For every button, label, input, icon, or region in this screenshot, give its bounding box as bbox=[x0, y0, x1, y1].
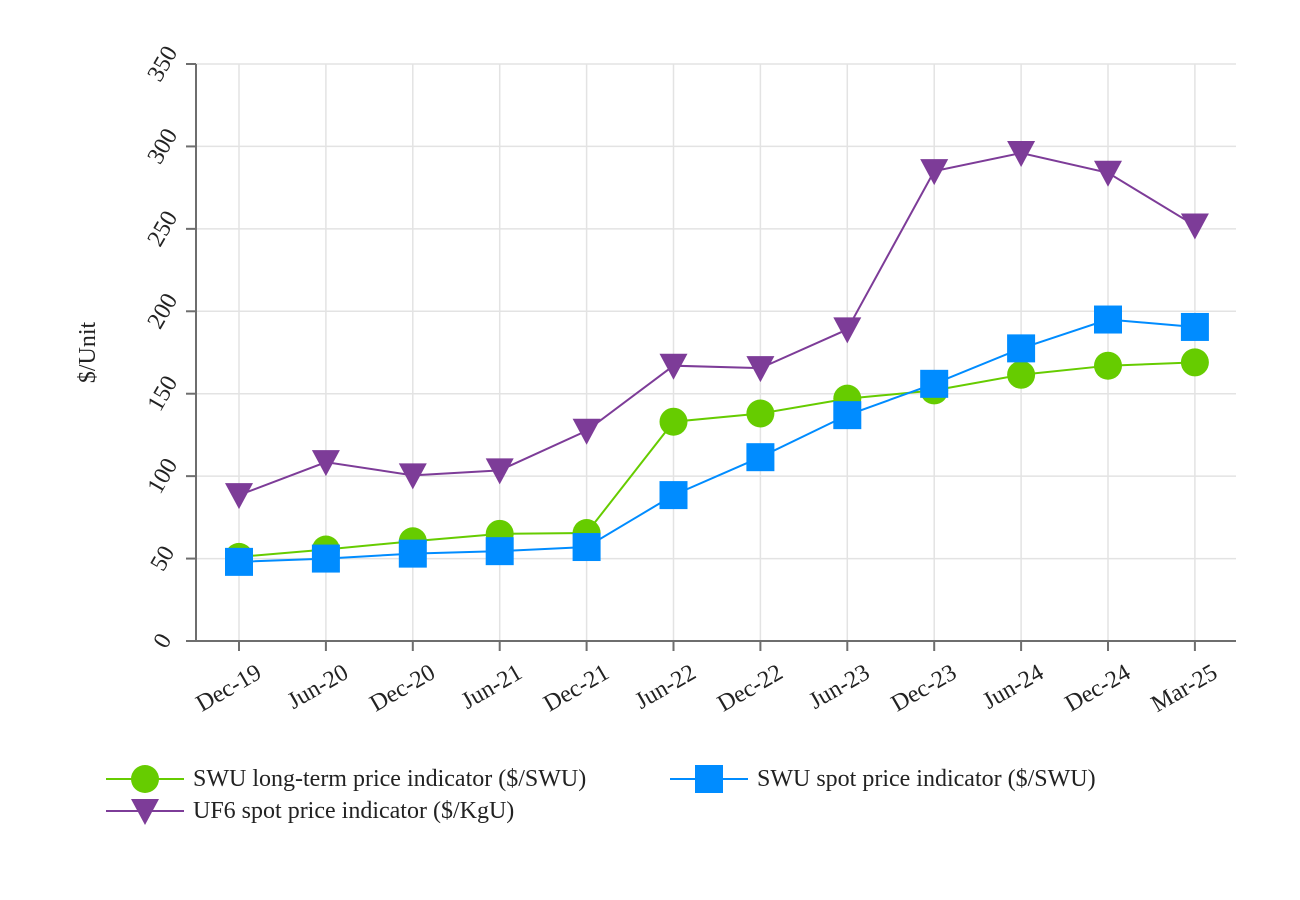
data-point: SWU spot price indicator ($/SWU) Jun-21:… bbox=[486, 537, 514, 565]
data-point: SWU spot price indicator ($/SWU) Dec-24:… bbox=[1094, 306, 1122, 334]
x-tick-label: Mar-25 bbox=[1147, 660, 1222, 718]
legend-item: UF6 spot price indicator ($/KgU) bbox=[106, 798, 514, 825]
data-point: SWU spot price indicator ($/SWU) Jun-24:… bbox=[1007, 334, 1035, 362]
x-tick-label: Jun-22 bbox=[631, 660, 701, 715]
legend-item: SWU long-term price indicator ($/SWU) bbox=[106, 765, 586, 793]
x-tick-label: Dec-22 bbox=[713, 660, 787, 718]
data-point: UF6 spot price indicator ($/KgU) Dec-22:… bbox=[746, 356, 774, 382]
legend: SWU long-term price indicator ($/SWU) SWU… bbox=[106, 765, 1096, 825]
data-point: SWU long-term price indicator ($/SWU) Ma… bbox=[1181, 348, 1209, 376]
series-line bbox=[239, 320, 1195, 562]
data-point: SWU long-term price indicator ($/SWU) Ju… bbox=[660, 408, 688, 436]
y-tick-label: 300 bbox=[143, 124, 184, 168]
series-1: SWU long-term price indicator ($/SWU) De… bbox=[225, 348, 1209, 571]
legend-label: SWU spot price indicator ($/SWU) bbox=[757, 766, 1096, 792]
legend-label: SWU long-term price indicator ($/SWU) bbox=[193, 766, 586, 792]
series-2: SWU spot price indicator ($/SWU) Dec-19:… bbox=[225, 306, 1209, 576]
data-point: UF6 spot price indicator ($/KgU) Mar-25:… bbox=[1181, 214, 1209, 240]
data-point: SWU spot price indicator ($/SWU) Jun-20:… bbox=[312, 545, 340, 573]
x-tick-label: Dec-23 bbox=[887, 660, 961, 718]
data-point: SWU spot price indicator ($/SWU) Mar-25:… bbox=[1181, 313, 1209, 341]
x-tick-label: Jun-21 bbox=[457, 660, 527, 715]
data-point: SWU spot price indicator ($/SWU) Dec-19:… bbox=[225, 548, 253, 576]
y-tick-label: 350 bbox=[143, 42, 184, 86]
legend-item: SWU spot price indicator ($/SWU) bbox=[670, 765, 1096, 793]
data-point: UF6 spot price indicator ($/KgU) Dec-23:… bbox=[920, 159, 948, 185]
data-point: UF6 spot price indicator ($/KgU) Jun-23:… bbox=[833, 317, 861, 343]
data-point: SWU spot price indicator ($/SWU) Dec-23:… bbox=[920, 370, 948, 398]
data-point: SWU long-term price indicator ($/SWU) De… bbox=[1094, 352, 1122, 380]
data-point: SWU spot price indicator ($/SWU) Dec-21:… bbox=[573, 533, 601, 561]
series-group: SWU long-term price indicator ($/SWU) De… bbox=[225, 141, 1209, 576]
data-point: UF6 spot price indicator ($/KgU) Dec-21:… bbox=[573, 419, 601, 445]
data-point: SWU spot price indicator ($/SWU) Dec-22:… bbox=[746, 443, 774, 471]
line-chart: 0 50 100 150 200 250 300 350 Dec-19 Jun-20 Dec-20 J… bbox=[0, 0, 1300, 900]
y-tick-label: 250 bbox=[143, 207, 184, 251]
y-tick-label: 50 bbox=[146, 542, 181, 576]
series-line bbox=[239, 153, 1195, 495]
data-point: UF6 spot price indicator ($/KgU) Jun-24:… bbox=[1007, 141, 1035, 167]
x-tick-label: Dec-24 bbox=[1061, 660, 1135, 718]
data-point: SWU spot price indicator ($/SWU) Jun-22:… bbox=[660, 481, 688, 509]
data-point: UF6 spot price indicator ($/KgU) Dec-19:… bbox=[225, 483, 253, 509]
y-tick-label: 0 bbox=[149, 629, 178, 652]
y-axis-title: $/Unit bbox=[75, 322, 101, 384]
x-tick-label: Dec-19 bbox=[192, 660, 266, 718]
data-point: UF6 spot price indicator ($/KgU) Dec-24:… bbox=[1094, 161, 1122, 187]
data-point: SWU spot price indicator ($/SWU) Dec-20:… bbox=[399, 540, 427, 568]
y-tick-label: 100 bbox=[143, 454, 184, 498]
x-tick-label: Jun-20 bbox=[283, 660, 353, 715]
series-3: UF6 spot price indicator ($/KgU) Dec-19:… bbox=[225, 141, 1209, 509]
x-tick-label: Jun-24 bbox=[979, 660, 1049, 715]
legend-marker bbox=[695, 765, 723, 793]
data-point: SWU long-term price indicator ($/SWU) Ju… bbox=[1007, 361, 1035, 389]
data-point: SWU long-term price indicator ($/SWU) De… bbox=[746, 399, 774, 427]
data-point: SWU spot price indicator ($/SWU) Jun-23:… bbox=[833, 401, 861, 429]
y-tick-label: 200 bbox=[143, 289, 184, 333]
gridlines bbox=[196, 64, 1236, 641]
y-tick-label: 150 bbox=[143, 372, 184, 416]
legend-label: UF6 spot price indicator ($/KgU) bbox=[193, 798, 514, 824]
legend-marker bbox=[131, 765, 159, 793]
x-tick-label: Jun-23 bbox=[805, 660, 875, 715]
x-tick-label: Dec-20 bbox=[366, 660, 440, 718]
series-line bbox=[239, 362, 1195, 557]
x-tick-label: Dec-21 bbox=[539, 660, 613, 718]
